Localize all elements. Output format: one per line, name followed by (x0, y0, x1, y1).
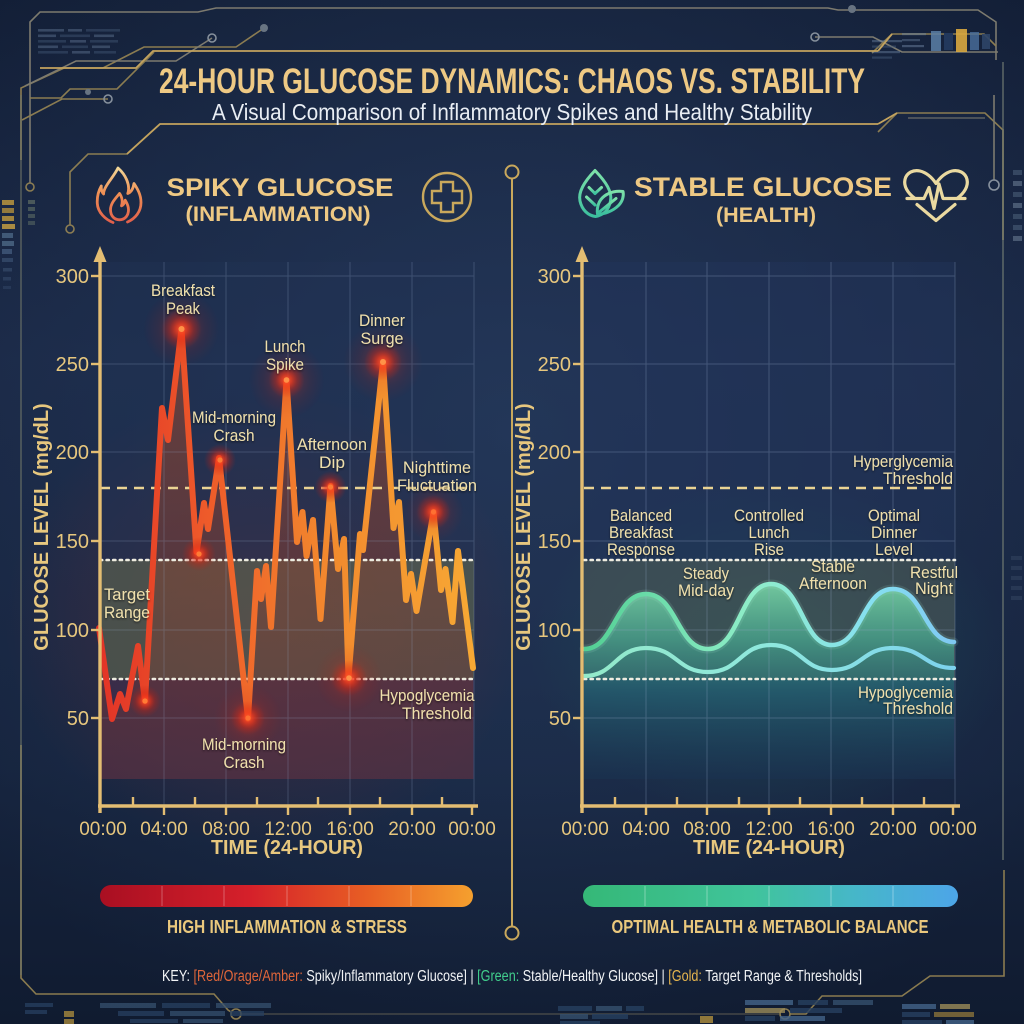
svg-text:Breakfast: Breakfast (151, 281, 215, 300)
svg-text:Threshold: Threshold (402, 704, 472, 723)
svg-text:Optimal: Optimal (868, 506, 920, 525)
svg-text:GLUCOSE LEVEL (mg/dL): GLUCOSE LEVEL (mg/dL) (31, 403, 53, 650)
svg-text:150: 150 (538, 531, 571, 553)
svg-text:KEY: [Red/Orage/Amber: Spiky/I: KEY: [Red/Orage/Amber: Spiky/Inflammator… (162, 968, 862, 985)
svg-text:16:00: 16:00 (326, 819, 374, 840)
svg-text:Mid-morning: Mid-morning (202, 735, 286, 754)
svg-text:Spike: Spike (266, 355, 304, 374)
svg-text:Hyperglycemia: Hyperglycemia (853, 452, 953, 471)
svg-text:Range: Range (104, 603, 150, 622)
svg-text:100: 100 (56, 620, 89, 642)
svg-text:Breakfast: Breakfast (609, 523, 673, 542)
svg-text:24-HOUR GLUCOSE DYNAMICS: CHAO: 24-HOUR GLUCOSE DYNAMICS: CHAOS VS. STAB… (159, 62, 865, 101)
svg-text:00:00: 00:00 (448, 819, 496, 840)
svg-text:STABLE GLUCOSE: STABLE GLUCOSE (634, 172, 892, 202)
svg-text:Restful: Restful (910, 563, 958, 582)
svg-text:OPTIMAL HEALTH & METABOLIC BAL: OPTIMAL HEALTH & METABOLIC BALANCE (612, 917, 929, 937)
svg-text:Rise: Rise (754, 540, 784, 559)
svg-text:Nighttime: Nighttime (403, 458, 471, 477)
svg-text:GLUCOSE LEVEL (mg/dL): GLUCOSE LEVEL (mg/dL) (513, 403, 535, 650)
svg-text:Crash: Crash (214, 426, 255, 445)
svg-text:Mid-morning: Mid-morning (192, 408, 276, 427)
svg-text:16:00: 16:00 (807, 819, 855, 840)
svg-text:20:00: 20:00 (388, 819, 436, 840)
svg-text:Threshold: Threshold (883, 699, 953, 718)
svg-text:00:00: 00:00 (929, 819, 977, 840)
svg-text:300: 300 (56, 266, 89, 288)
svg-text:Lunch: Lunch (749, 523, 790, 542)
svg-text:Hypoglycemia: Hypoglycemia (380, 686, 475, 705)
svg-text:250: 250 (538, 354, 571, 376)
svg-text:Afternoon: Afternoon (297, 435, 367, 454)
svg-text:A Visual Comparison of Inflamm: A Visual Comparison of Inflammatory Spik… (212, 99, 812, 125)
svg-text:Night: Night (915, 579, 953, 598)
svg-text:04:00: 04:00 (140, 819, 188, 840)
svg-text:Surge: Surge (361, 329, 404, 348)
svg-text:Dip: Dip (319, 453, 345, 472)
svg-text:Fluctuation: Fluctuation (397, 476, 477, 495)
svg-text:Level: Level (875, 540, 913, 559)
svg-text:Afternoon: Afternoon (799, 574, 867, 593)
svg-text:200: 200 (538, 442, 571, 464)
svg-text:00:00: 00:00 (79, 819, 127, 840)
svg-text:(HEALTH): (HEALTH) (716, 204, 816, 227)
svg-text:04:00: 04:00 (622, 819, 670, 840)
svg-text:300: 300 (538, 266, 571, 288)
svg-text:20:00: 20:00 (869, 819, 917, 840)
svg-text:Balanced: Balanced (610, 506, 672, 525)
svg-text:12:00: 12:00 (745, 819, 793, 840)
svg-text:Stable: Stable (811, 557, 855, 576)
svg-text:Response: Response (607, 540, 675, 559)
svg-text:00:00: 00:00 (561, 819, 609, 840)
svg-text:200: 200 (56, 442, 89, 464)
svg-text:100: 100 (538, 620, 571, 642)
svg-text:Dinner: Dinner (359, 311, 405, 330)
svg-text:Mid-day: Mid-day (678, 581, 734, 600)
svg-text:Steady: Steady (683, 564, 729, 583)
svg-text:Peak: Peak (166, 299, 200, 318)
svg-text:50: 50 (67, 708, 89, 730)
svg-text:Controlled: Controlled (734, 506, 804, 525)
svg-text:50: 50 (549, 708, 571, 730)
svg-text:TIME (24-HOUR): TIME (24-HOUR) (693, 837, 845, 859)
svg-text:12:00: 12:00 (264, 819, 312, 840)
svg-text:Target: Target (104, 585, 150, 604)
svg-text:Lunch: Lunch (265, 337, 306, 356)
svg-text:Threshold: Threshold (883, 469, 953, 488)
svg-text:SPIKY GLUCOSE: SPIKY GLUCOSE (167, 174, 394, 202)
svg-text:08:00: 08:00 (683, 819, 731, 840)
svg-text:(INFLAMMATION): (INFLAMMATION) (186, 203, 371, 226)
svg-text:Dinner: Dinner (871, 523, 917, 542)
svg-text:08:00: 08:00 (202, 819, 250, 840)
svg-text:TIME (24-HOUR): TIME (24-HOUR) (211, 837, 363, 859)
svg-text:Crash: Crash (224, 753, 265, 772)
svg-text:Hypoglycemia: Hypoglycemia (858, 683, 953, 702)
svg-text:150: 150 (56, 531, 89, 553)
svg-text:HIGH INFLAMMATION & STRESS: HIGH INFLAMMATION & STRESS (167, 917, 407, 937)
svg-text:250: 250 (56, 354, 89, 376)
